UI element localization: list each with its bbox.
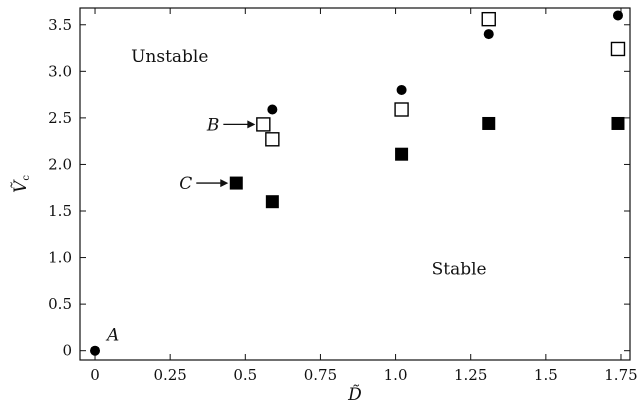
x-tick-label: 1.5	[534, 366, 558, 384]
annotation-label: C	[179, 174, 192, 194]
data-point-open-square	[265, 132, 280, 147]
data-point-filled-square	[611, 116, 625, 130]
x-axis-title: D̃	[347, 385, 362, 405]
y-axis-ticks: 0 0.5 1.0 1.5 2.0 2.5 3.0 3.5	[48, 16, 630, 360]
x-tick-label: 1.0	[384, 366, 408, 384]
data-point-filled-circle	[267, 104, 278, 115]
x-tick-label: 1.25	[454, 366, 487, 384]
data-point-filled-circle	[483, 29, 494, 40]
annotation-arrow-head	[247, 120, 256, 129]
data-point-filled-circle	[612, 10, 623, 21]
annotation-label: B	[206, 115, 220, 135]
y-tick-label: 1.5	[48, 202, 72, 220]
y-axis-title-main: Ṽ	[10, 179, 31, 193]
data-points	[90, 10, 626, 356]
y-tick-label: 3.0	[48, 62, 72, 80]
data-point-filled-circle	[396, 84, 407, 95]
x-tick-label: 1.75	[604, 366, 637, 384]
data-point-filled-circle	[90, 345, 101, 356]
x-axis-ticks: 0 0.25 0.5 0.75 1.0 1.25 1.5 1.75	[90, 8, 638, 384]
y-tick-label: 0	[62, 342, 72, 360]
data-point-open-square	[481, 11, 496, 27]
y-axis-title: Ṽc	[10, 175, 32, 193]
y-tick-label: 2.0	[48, 155, 72, 173]
region-label: Stable	[432, 259, 487, 279]
y-tick-label: 2.5	[48, 109, 72, 127]
plot-frame	[79, 7, 631, 361]
y-axis-title-sub: c	[21, 175, 32, 181]
x-tick-label: 0.5	[233, 366, 257, 384]
annotations: Unstable Stable A B C	[105, 47, 487, 346]
data-point-filled-square	[265, 195, 279, 209]
x-tick-label: 0	[90, 366, 100, 384]
annotation-arrow-head	[220, 179, 229, 188]
x-tick-label: 0.75	[304, 366, 337, 384]
data-point-open-square	[394, 102, 409, 117]
data-point-open-square	[256, 117, 271, 132]
annotation-label: A	[105, 326, 119, 346]
region-label: Unstable	[131, 47, 208, 67]
x-tick-label: 0.25	[153, 366, 186, 384]
data-point-filled-square	[482, 116, 496, 130]
data-point-open-square	[610, 41, 626, 57]
data-point-filled-square	[229, 176, 243, 190]
y-tick-label: 1.0	[48, 249, 72, 267]
data-point-filled-square	[395, 147, 409, 161]
y-tick-label: 0.5	[48, 295, 72, 313]
y-tick-label: 3.5	[48, 16, 72, 34]
